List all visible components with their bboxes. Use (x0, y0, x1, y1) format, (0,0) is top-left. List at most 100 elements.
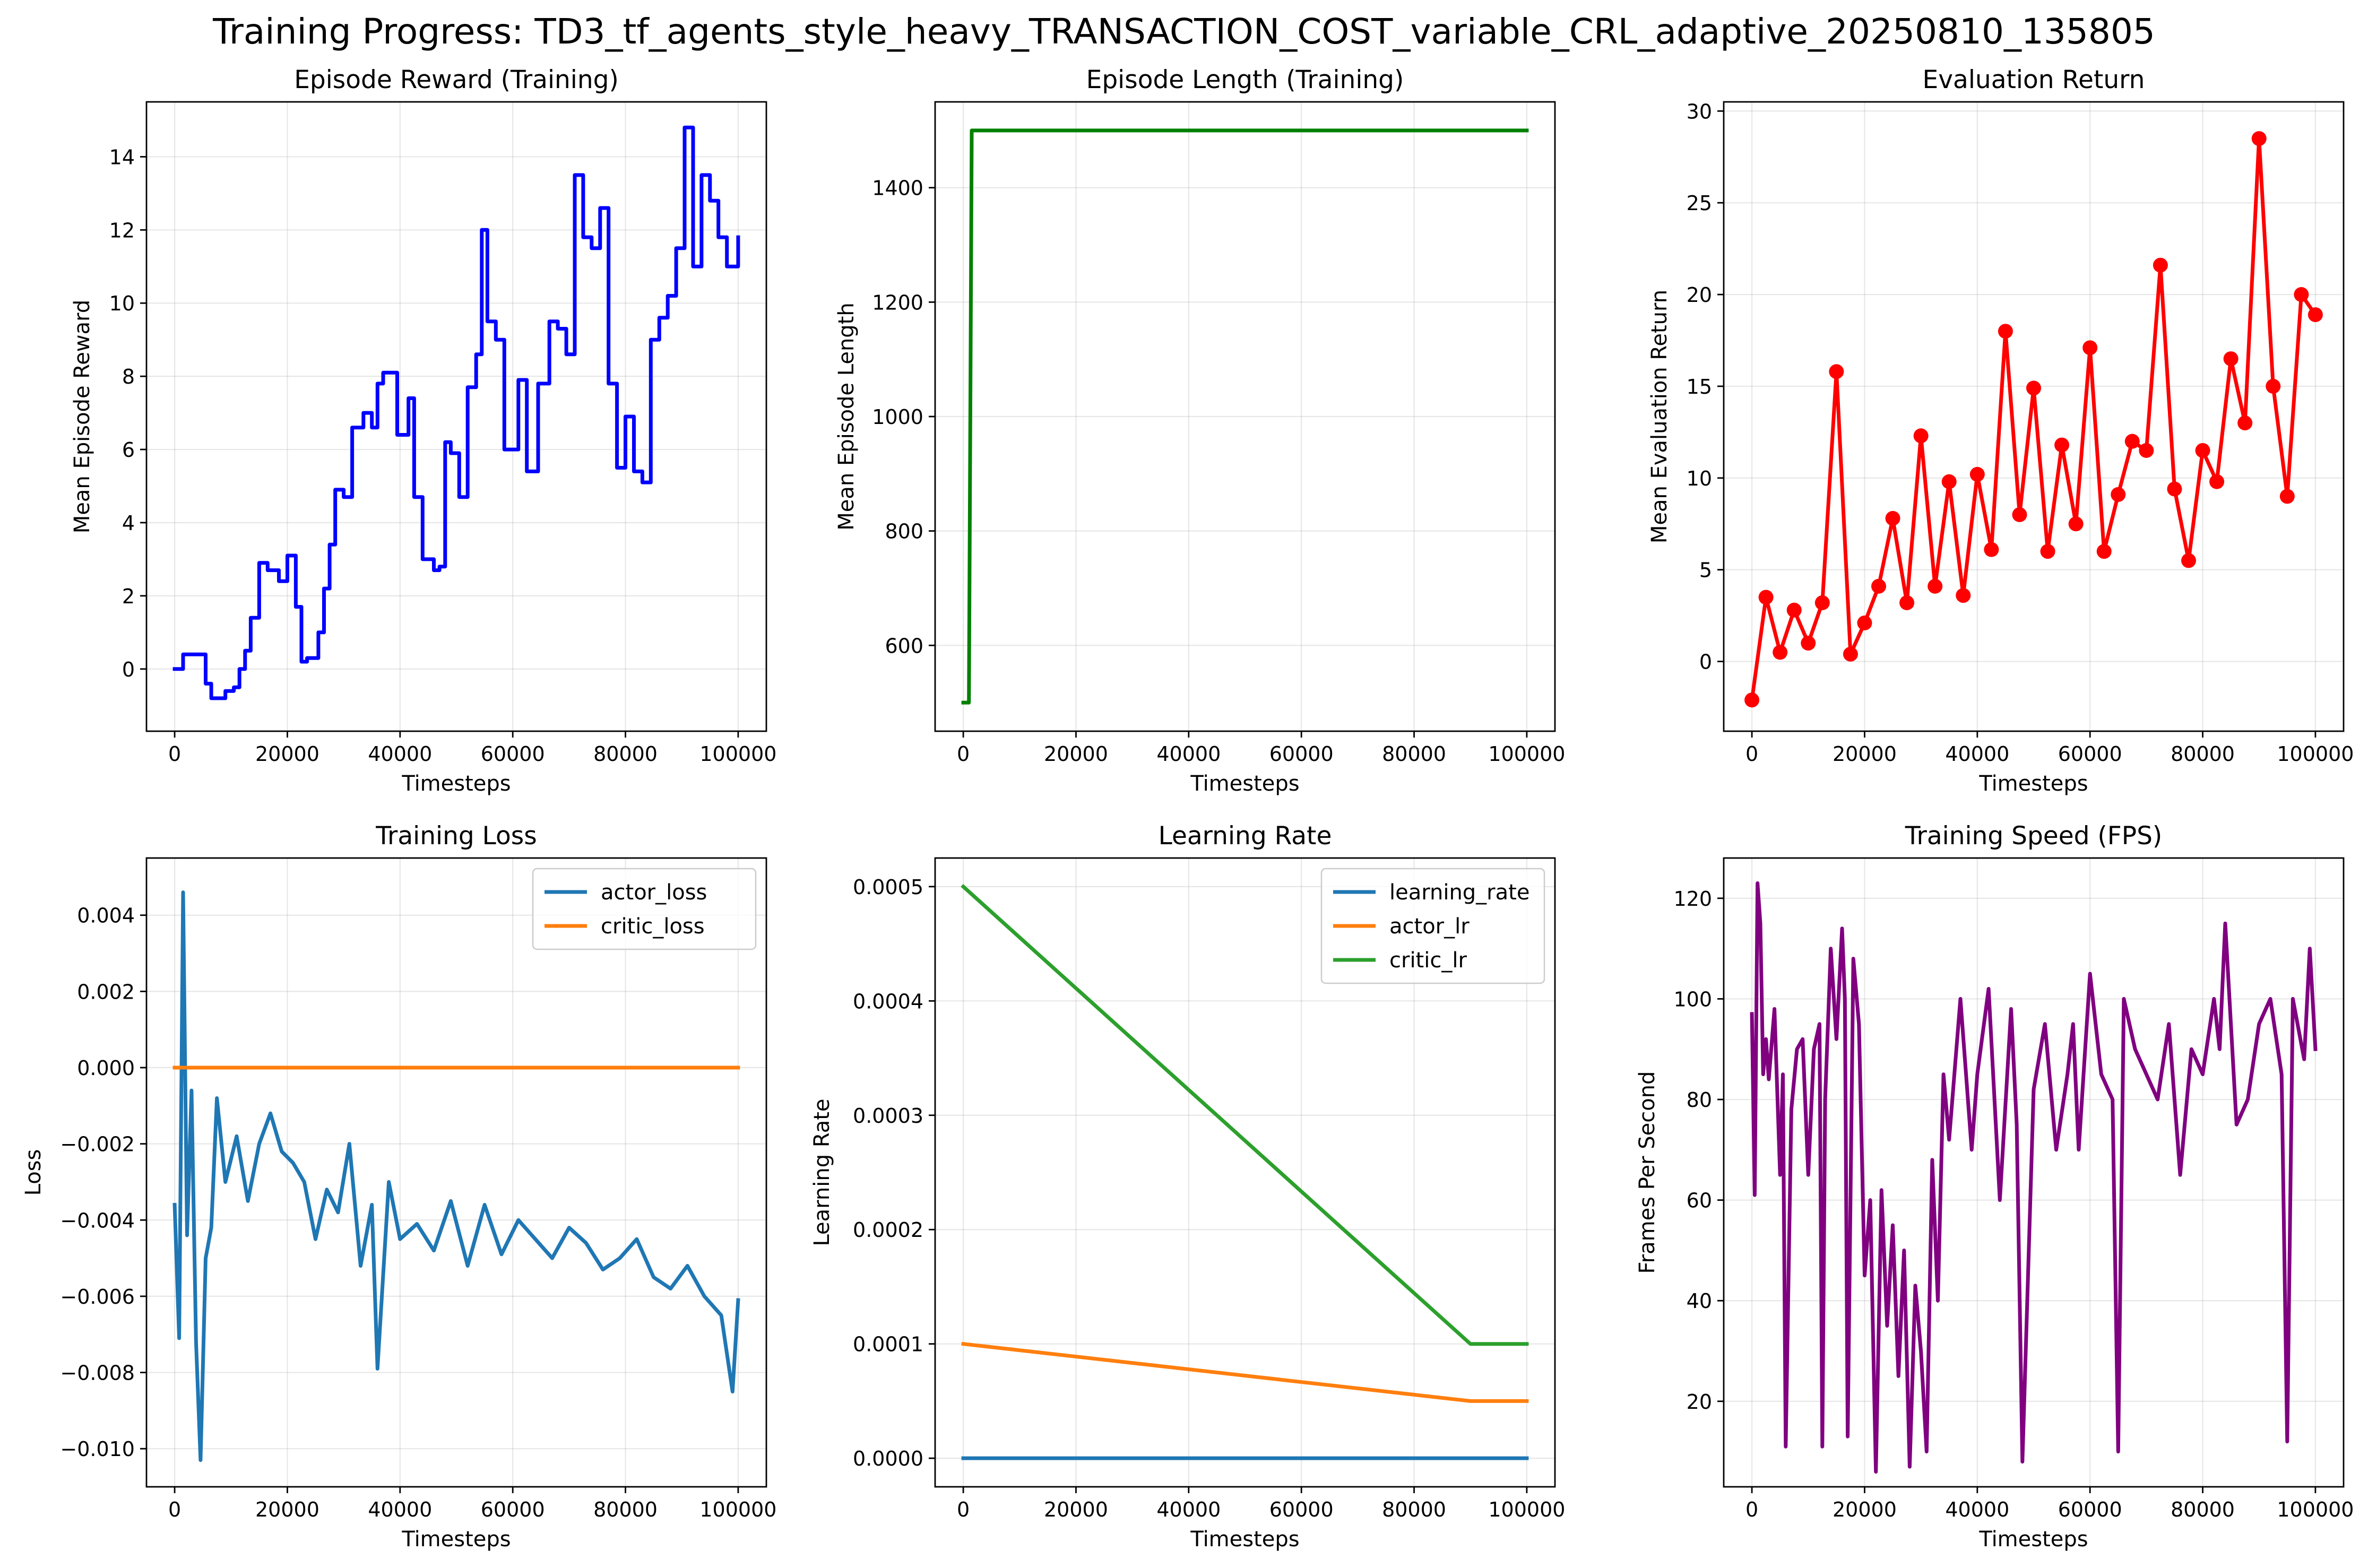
x-axis-label: Timesteps (1190, 772, 1299, 796)
data-point (2012, 507, 2027, 522)
y-tick-label: 30 (1687, 100, 1712, 123)
legend-label-actor-loss: actor_loss (601, 880, 707, 905)
data-point (2307, 307, 2323, 323)
x-tick-label: 60000 (481, 742, 545, 766)
y-tick-label: 60 (1687, 1189, 1712, 1212)
y-tick-label: −0.008 (60, 1362, 135, 1385)
x-tick-label: 40000 (1945, 742, 2009, 766)
y-tick-label: 600 (885, 634, 923, 657)
panel-training-speed: 0 20000 40000 60000 80000 100000 20 40 60 80 100 12… (1635, 821, 2354, 1552)
y-tick-label: 0.0001 (853, 1333, 923, 1356)
y-tick-label: −0.004 (60, 1209, 135, 1232)
data-point (2124, 434, 2140, 449)
y-tick-label: 0 (122, 658, 135, 681)
data-point (1969, 466, 1985, 482)
y-tick-label: 2 (122, 585, 135, 608)
data-point (2082, 340, 2098, 356)
x-tick-label: 40000 (1945, 1498, 2009, 1521)
axes-frame (145, 101, 767, 732)
panel-title: Episode Length (Training) (1086, 65, 1404, 94)
data-point (2167, 481, 2182, 497)
data-point (2237, 415, 2253, 431)
panel-title: Evaluation Return (1923, 65, 2145, 94)
x-tick-label: 60000 (1269, 742, 1334, 766)
data-point (1829, 364, 1844, 379)
axes-frame (1723, 101, 2345, 732)
y-tick-label: 10 (109, 292, 135, 315)
data-point (1928, 578, 1943, 594)
y-tick-label: 100 (1673, 987, 1712, 1011)
y-tick-label: 20 (1687, 283, 1712, 307)
x-axis-label: Timesteps (1978, 772, 2088, 796)
y-axis-label: Learning Rate (810, 1098, 834, 1246)
legend: actor_loss critic_loss (532, 868, 757, 950)
panel-title: Training Speed (FPS) (1905, 821, 2163, 851)
x-tick-label: 80000 (2171, 1498, 2235, 1521)
plot-area (961, 883, 1529, 1460)
plot-area (1750, 881, 2318, 1474)
x-tick-label: 100000 (1488, 1498, 1565, 1521)
y-tick-label: 0 (1699, 651, 1712, 674)
y-tick-label: 1200 (872, 291, 923, 314)
y-tick-label: 25 (1687, 192, 1712, 215)
y-axis-label: Loss (21, 1149, 46, 1196)
data-point (1857, 615, 1872, 630)
y-tick-label: 12 (109, 219, 135, 242)
y-tick-label: 14 (109, 145, 135, 169)
x-tick-label: 80000 (2171, 742, 2235, 766)
data-point (1871, 578, 1886, 594)
y-tick-label: 8 (122, 365, 135, 388)
y-tick-label: 80 (1687, 1088, 1712, 1112)
plot-area (172, 890, 740, 1462)
panel-training-loss: 0 20000 40000 60000 80000 100000 −0.010 −0.008 −… (21, 821, 776, 1552)
plot-area (1744, 131, 2323, 708)
data-point (2026, 380, 2041, 396)
data-point (1885, 510, 1900, 526)
y-tick-label: 0.0005 (853, 876, 923, 899)
y-tick-label: 0.0002 (853, 1218, 923, 1242)
x-tick-label: 100000 (1488, 742, 1565, 766)
x-tick-label: 0 (1745, 742, 1758, 766)
y-axis-label: Mean Episode Reward (70, 300, 94, 533)
series-line-actor-loss (172, 890, 740, 1462)
y-tick-label: −0.010 (60, 1437, 135, 1461)
data-point (1786, 602, 1802, 618)
y-axis-label: Frames Per Second (1635, 1071, 1660, 1274)
y-tick-label: 120 (1673, 887, 1712, 911)
data-point (1984, 542, 1999, 557)
y-tick-label: 6 (122, 438, 135, 462)
series-line-0 (1750, 881, 2318, 1474)
legend-box (532, 868, 757, 950)
data-point (1744, 692, 1760, 708)
x-tick-label: 60000 (2058, 1498, 2122, 1521)
legend-label-critic-loss: critic_loss (601, 914, 705, 939)
x-tick-label: 80000 (593, 1498, 658, 1521)
axes-frame (145, 857, 767, 1488)
data-point (1814, 595, 1830, 610)
data-point (1801, 636, 1816, 651)
x-tick-label: 40000 (368, 742, 432, 766)
data-point (2111, 487, 2126, 502)
y-tick-label: 800 (885, 520, 923, 543)
x-axis-label: Timesteps (1190, 1527, 1299, 1552)
data-point (2209, 474, 2225, 489)
x-tick-label: 0 (957, 742, 970, 766)
x-tick-label: 20000 (1044, 742, 1108, 766)
panel-learning-rate: 0 20000 40000 60000 80000 100000 0.0000 0.0001 0… (810, 821, 1565, 1552)
axes-frame (1723, 857, 2345, 1488)
y-tick-label: 0.000 (77, 1056, 135, 1080)
legend-box (1320, 868, 1545, 984)
x-tick-label: 0 (957, 1498, 970, 1521)
data-point (2068, 516, 2084, 532)
data-point (2279, 489, 2295, 504)
data-point (2223, 351, 2239, 367)
y-tick-label: 5 (1699, 559, 1712, 582)
legend-label-learning-rate: learning_rate (1389, 880, 1529, 905)
x-tick-label: 20000 (255, 1498, 319, 1521)
axes-frame (934, 857, 1556, 1488)
data-point (1998, 324, 2013, 339)
y-tick-label: 4 (122, 512, 135, 535)
x-tick-label: 20000 (1833, 1498, 1897, 1521)
data-point (2096, 544, 2112, 559)
